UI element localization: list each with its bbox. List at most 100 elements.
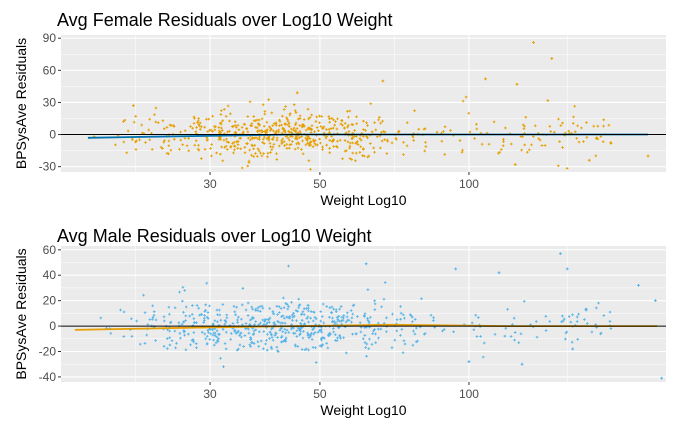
data-point <box>169 321 172 325</box>
data-point <box>200 313 203 316</box>
x-axis-title: Weight Log10 <box>320 402 406 418</box>
data-point <box>219 152 222 156</box>
data-point <box>198 121 202 125</box>
data-point <box>548 320 552 323</box>
data-point <box>251 307 255 311</box>
data-point <box>223 342 227 345</box>
data-point <box>470 321 474 325</box>
data-point <box>263 110 267 113</box>
data-point <box>561 314 564 318</box>
data-point <box>565 267 569 271</box>
data-point <box>288 125 291 128</box>
data-point <box>298 117 302 120</box>
data-point <box>380 130 383 134</box>
x-axis-title: Weight Log10 <box>320 192 406 208</box>
data-point <box>289 127 293 131</box>
data-point <box>162 315 166 319</box>
data-point <box>351 332 354 336</box>
data-point <box>313 316 317 319</box>
data-point <box>189 343 192 347</box>
data-point <box>429 313 433 317</box>
data-point <box>334 310 338 313</box>
data-point <box>168 343 172 347</box>
data-point <box>300 319 304 322</box>
data-point <box>367 320 371 323</box>
data-point <box>229 112 232 116</box>
data-point <box>167 144 171 147</box>
data-point <box>467 360 471 364</box>
data-point <box>411 343 415 347</box>
data-point <box>215 329 219 333</box>
data-point <box>257 344 261 348</box>
data-point <box>234 332 238 335</box>
data-point <box>240 317 243 321</box>
data-point <box>498 150 502 154</box>
data-point <box>533 124 537 128</box>
data-point <box>242 130 245 134</box>
data-point <box>499 148 503 151</box>
data-point <box>216 320 219 324</box>
data-point <box>285 116 288 120</box>
data-point <box>267 98 270 101</box>
data-point <box>473 137 476 140</box>
data-point <box>247 331 251 335</box>
data-point <box>206 317 210 320</box>
data-point <box>213 334 217 338</box>
data-point <box>179 336 182 340</box>
data-point <box>513 338 516 342</box>
data-point <box>166 347 169 350</box>
data-point <box>487 142 491 146</box>
data-point <box>226 130 229 134</box>
data-point <box>298 124 302 127</box>
plot-background <box>61 35 666 172</box>
data-point <box>324 136 328 140</box>
data-point <box>141 131 144 135</box>
data-point <box>265 120 269 124</box>
data-point <box>504 327 508 330</box>
data-point <box>348 157 352 160</box>
data-point <box>298 129 302 133</box>
data-point <box>131 138 134 141</box>
data-point <box>405 144 409 148</box>
data-point <box>320 343 324 347</box>
data-point <box>316 331 320 334</box>
data-point <box>423 149 427 153</box>
data-point <box>154 106 158 110</box>
data-point <box>209 332 212 336</box>
data-point <box>182 311 185 314</box>
data-point <box>290 300 293 304</box>
data-point <box>227 141 231 144</box>
data-point <box>308 116 312 119</box>
data-point <box>304 347 308 351</box>
data-point <box>213 319 217 322</box>
data-point <box>358 321 362 324</box>
data-point <box>207 117 211 121</box>
data-point <box>300 348 304 351</box>
data-point <box>269 129 272 132</box>
y-tick-label: 30 <box>43 95 57 109</box>
data-point <box>275 129 278 133</box>
data-point <box>297 306 301 310</box>
data-point <box>283 130 287 134</box>
data-point <box>257 149 261 153</box>
data-point <box>183 136 187 140</box>
data-point <box>341 123 344 127</box>
data-point <box>198 128 202 131</box>
data-point <box>565 167 569 170</box>
data-point <box>256 137 260 141</box>
data-point <box>236 318 239 322</box>
data-point <box>286 136 290 140</box>
data-point <box>205 117 208 121</box>
data-point <box>170 339 174 342</box>
data-point <box>175 342 178 345</box>
data-point <box>366 288 370 292</box>
data-point <box>321 145 324 149</box>
data-point <box>432 319 435 322</box>
data-point <box>154 318 158 322</box>
data-point <box>441 329 444 333</box>
data-point <box>576 338 579 341</box>
data-point <box>372 146 375 150</box>
data-point <box>165 151 169 155</box>
data-point <box>412 329 415 333</box>
data-point <box>145 333 149 337</box>
